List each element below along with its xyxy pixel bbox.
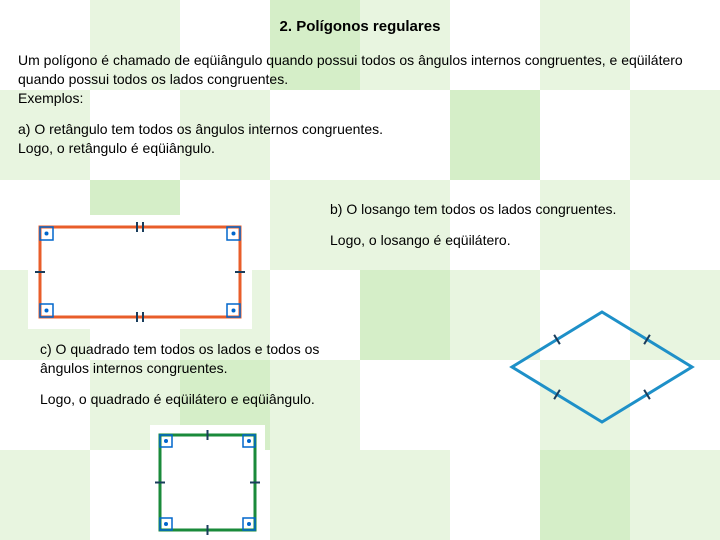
example-b-line2: Logo, o losango é eqüilátero.: [330, 231, 700, 250]
example-a: a) O retângulo tem todos os ângulos inte…: [18, 120, 702, 158]
rhombus-diagram: [500, 300, 704, 434]
example-a-line1: a) O retângulo tem todos os ângulos inte…: [18, 121, 383, 137]
example-a-line2: Logo, o retângulo é eqüiângulo.: [18, 140, 215, 156]
intro-text: Um polígono é chamado de eqüiângulo quan…: [18, 52, 683, 87]
exemplos-label: Exemplos:: [18, 90, 83, 106]
example-b: b) O losango tem todos os lados congruen…: [330, 200, 700, 262]
example-c-line1: c) O quadrado tem todos os lados e todos…: [40, 340, 370, 378]
page-title: 2. Polígonos regulares: [18, 18, 702, 35]
rectangle-diagram: [28, 215, 252, 329]
example-c-line2: Logo, o quadrado é eqüilátero e eqüiângu…: [40, 390, 370, 409]
square-diagram: [150, 425, 265, 540]
intro-paragraph: Um polígono é chamado de eqüiângulo quan…: [18, 51, 702, 108]
content-area: 2. Polígonos regulares Um polígono é cha…: [0, 0, 720, 187]
example-b-line1: b) O losango tem todos os lados congruen…: [330, 200, 700, 219]
example-c: c) O quadrado tem todos os lados e todos…: [40, 340, 370, 421]
